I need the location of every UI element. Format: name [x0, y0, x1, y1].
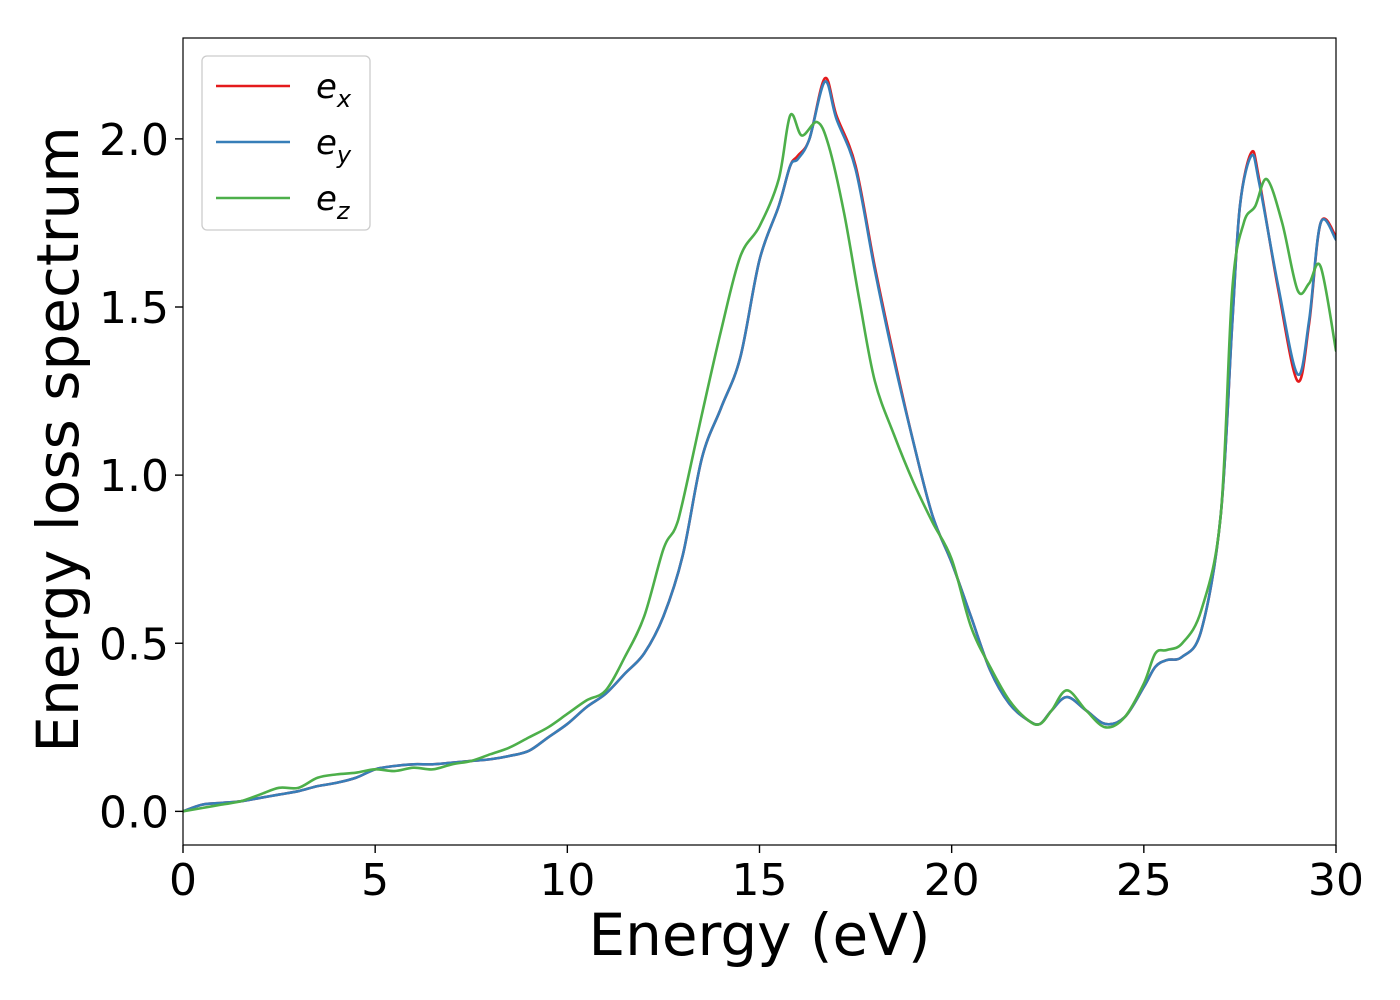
- y-axis-title: Energy loss spectrum: [24, 126, 92, 752]
- legend: ex ey ez: [201, 55, 371, 231]
- x-tick-label: 10: [539, 855, 595, 906]
- x-tick-label: 30: [1308, 855, 1364, 906]
- y-axis: 0.0 0.5 1.0 1.5 2.0: [99, 115, 183, 838]
- x-axis-title: Energy (eV): [588, 901, 930, 969]
- legend-label-z: ez: [316, 179, 351, 225]
- series-line-y: [183, 80, 1336, 813]
- x-axis: 0 5 10 15 20 25 30: [169, 845, 1364, 906]
- y-tick-label: 0.5: [99, 619, 169, 670]
- x-tick-label: 25: [1116, 855, 1172, 906]
- series-layer: [183, 76, 1336, 813]
- x-tick-label: 20: [924, 855, 980, 906]
- y-tick-label: 2.0: [99, 115, 169, 166]
- x-tick-label: 15: [732, 855, 788, 906]
- legend-label-y: ey: [316, 123, 352, 169]
- legend-label-x: ex: [316, 67, 352, 113]
- y-tick-label: 1.5: [99, 283, 169, 334]
- x-tick-label: 0: [169, 855, 197, 906]
- x-tick-label: 5: [361, 855, 389, 906]
- y-tick-label: 1.0: [99, 451, 169, 502]
- series-line-z: [183, 112, 1336, 813]
- y-tick-label: 0.0: [99, 787, 169, 838]
